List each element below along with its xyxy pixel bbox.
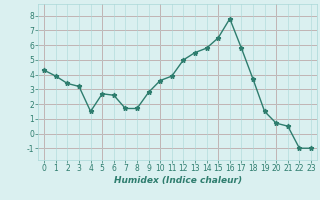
X-axis label: Humidex (Indice chaleur): Humidex (Indice chaleur) bbox=[114, 176, 242, 185]
